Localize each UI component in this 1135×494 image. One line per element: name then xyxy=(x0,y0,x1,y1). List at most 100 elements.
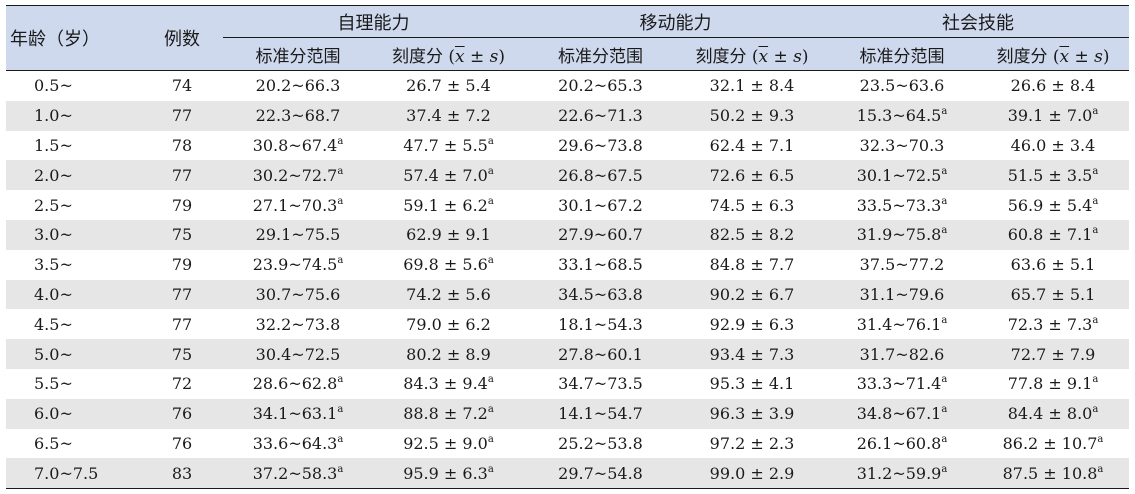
range-cell: 31.9~75.8a xyxy=(827,219,977,250)
range-cell: 29.7~54.8 xyxy=(524,458,677,490)
significance-mark: a xyxy=(337,195,344,207)
significance-mark: a xyxy=(337,165,344,177)
range-cell: 18.1~54.3 xyxy=(524,309,677,339)
significance-mark: a xyxy=(941,463,948,475)
significance-mark: a xyxy=(337,255,344,267)
score-cell: 97.2 ± 2.3 xyxy=(677,429,827,459)
table-row: 4.0~ 77 30.7~75.6 74.2 ± 5.6 34.5~63.8 90.2 ±… xyxy=(6,279,1129,310)
score-cell: 72.3 ± 7.3a xyxy=(977,309,1129,339)
age-cell: 2.5~ xyxy=(34,195,73,215)
cell-value: 39.1 ± 7.0 xyxy=(1007,106,1093,126)
range-cell: 33.6~64.3a xyxy=(223,429,373,459)
significance-mark: a xyxy=(337,404,344,416)
subheader-range: 标准分范围 xyxy=(524,37,677,71)
score-cell: 51.5 ± 3.5a xyxy=(977,160,1129,191)
cell-value: 33.6~64.3 xyxy=(252,433,338,453)
count-cell: 72 xyxy=(171,374,193,394)
score-cell: 32.1 ± 8.4 xyxy=(677,71,827,101)
cell-value: 84.4 ± 8.0 xyxy=(1007,404,1093,424)
cell-value: 37.2~58.3 xyxy=(252,463,338,483)
cell-value: 87.5 ± 10.8 xyxy=(1002,463,1098,483)
score-cell: 92.9 ± 6.3 xyxy=(677,309,827,339)
score-cell: 74.5 ± 6.3 xyxy=(677,190,827,220)
range-cell: 33.3~71.4a xyxy=(827,369,977,399)
range-cell: 26.8~67.5 xyxy=(524,160,677,191)
score-cell: 63.6 ± 5.1 xyxy=(977,250,1129,280)
significance-mark: a xyxy=(941,314,948,326)
significance-mark: a xyxy=(487,195,494,207)
score-cell: 96.3 ± 3.9 xyxy=(677,398,827,429)
score-cell: 95.9 ± 6.3a xyxy=(373,458,524,490)
count-column-header: 例数 xyxy=(141,5,223,71)
count-cell: 79 xyxy=(171,195,193,215)
data-table: 年龄（岁） 例数 自理能力 移动能力 社会技能 标准分范围 刻度分 (x ± s… xyxy=(6,5,1129,490)
significance-mark: a xyxy=(1092,165,1099,177)
cell-value: 93.4 ± 7.3 xyxy=(709,344,795,364)
age-cell: 5.0~ xyxy=(6,339,141,369)
table-row: 5.0~ 75 30.4~72.5 80.2 ± 8.9 27.8~60.1 93.4 ±… xyxy=(6,339,1129,369)
significance-mark: a xyxy=(1097,433,1104,445)
table-row: 7.0~7.5 83 37.2~58.3a 95.9 ± 6.3a 29.7~54.8 9… xyxy=(6,458,1129,490)
cell-value: 25.2~53.8 xyxy=(558,433,643,453)
cell-value: 84.8 ± 7.7 xyxy=(709,255,795,275)
cell-value: 26.6 ± 8.4 xyxy=(1010,76,1096,96)
cell-value: 84.3 ± 9.4 xyxy=(403,374,488,394)
cell-value: 34.7~73.5 xyxy=(558,374,643,394)
range-cell: 37.5~77.2 xyxy=(827,250,977,280)
table-row: 3.5~ 79 23.9~74.5a 69.8 ± 5.6a 33.1~68.5 84.8… xyxy=(6,250,1129,280)
table-row: 0.5~ 74 20.2~66.3 26.7 ± 5.4 20.2~65.3 32.1 ±… xyxy=(6,71,1129,101)
cell-value: 51.5 ± 3.5 xyxy=(1007,165,1093,185)
age-cell: 1.0~ xyxy=(6,100,141,131)
cell-value: 69.8 ± 5.6 xyxy=(403,255,488,275)
score-cell: 39.1 ± 7.0a xyxy=(977,100,1129,131)
cell-value: 34.1~63.1 xyxy=(252,404,338,424)
score-cell: 62.4 ± 7.1 xyxy=(677,131,827,161)
cell-value: 29.6~73.8 xyxy=(558,135,643,155)
age-cell: 3.0~ xyxy=(6,219,141,250)
significance-mark: a xyxy=(1092,374,1099,386)
cell-value: 27.8~60.1 xyxy=(558,344,643,364)
table-row: 1.0~ 77 22.3~68.7 37.4 ± 7.2 22.6~71.3 50.2 ±… xyxy=(6,100,1129,131)
subheader-range: 标准分范围 xyxy=(223,37,373,71)
table-row: 2.5~ 79 27.1~70.3a 59.1 ± 6.2a 30.1~67.2 74.5… xyxy=(6,190,1129,220)
significance-mark: a xyxy=(941,225,948,237)
range-cell: 32.3~70.3 xyxy=(827,131,977,161)
count-cell: 74 xyxy=(171,76,193,96)
cell-value: 30.4~72.5 xyxy=(255,344,341,364)
cell-value: 99.0 ± 2.9 xyxy=(709,463,795,483)
score-cell: 93.4 ± 7.3 xyxy=(677,339,827,369)
cell-value: 74.5 ± 6.3 xyxy=(709,195,795,215)
table-row: 6.5~ 76 33.6~64.3a 92.5 ± 9.0a 25.2~53.8 97.2… xyxy=(6,429,1129,459)
cell-value: 14.1~54.7 xyxy=(558,404,643,424)
cell-value: 23.9~74.5 xyxy=(252,255,338,275)
significance-mark: a xyxy=(941,165,948,177)
cell-value: 95.3 ± 4.1 xyxy=(709,374,795,394)
range-cell: 30.1~72.5a xyxy=(827,160,977,191)
cell-value: 96.3 ± 3.9 xyxy=(709,404,795,424)
cell-value: 29.7~54.8 xyxy=(558,463,643,483)
range-cell: 27.9~60.7 xyxy=(524,219,677,250)
range-cell: 34.1~63.1a xyxy=(223,398,373,429)
group-header-mobility: 移动能力 xyxy=(524,5,827,38)
cell-value: 79.0 ± 6.2 xyxy=(406,314,491,334)
header-row-subcolumns: 标准分范围 刻度分 (x ± s) 标准分范围 刻度分 (x ± s) 标准分范… xyxy=(6,37,1129,71)
range-cell: 26.1~60.8a xyxy=(827,429,977,459)
cell-value: 27.1~70.3 xyxy=(252,195,338,215)
cell-value: 31.4~76.1 xyxy=(856,314,942,334)
range-cell: 34.5~63.8 xyxy=(524,279,677,310)
count-cell: 75 xyxy=(141,339,223,369)
significance-mark: a xyxy=(941,106,948,118)
cell-value: 30.1~72.5 xyxy=(856,165,942,185)
cell-value: 18.1~54.3 xyxy=(558,314,643,334)
range-cell: 33.1~68.5 xyxy=(524,250,677,280)
cell-value: 57.4 ± 7.0 xyxy=(403,165,488,185)
cell-value: 80.2 ± 8.9 xyxy=(406,344,491,364)
age-cell: 5.5~ xyxy=(34,374,73,394)
cell-value: 72.7 ± 7.9 xyxy=(1010,344,1096,364)
cell-value: 34.5~63.8 xyxy=(558,284,643,304)
score-cell: 46.0 ± 3.4 xyxy=(977,131,1129,161)
significance-mark: a xyxy=(487,404,494,416)
score-cell: 87.5 ± 10.8a xyxy=(977,458,1129,490)
significance-mark: a xyxy=(1092,225,1099,237)
cell-value: 50.2 ± 9.3 xyxy=(709,106,795,126)
